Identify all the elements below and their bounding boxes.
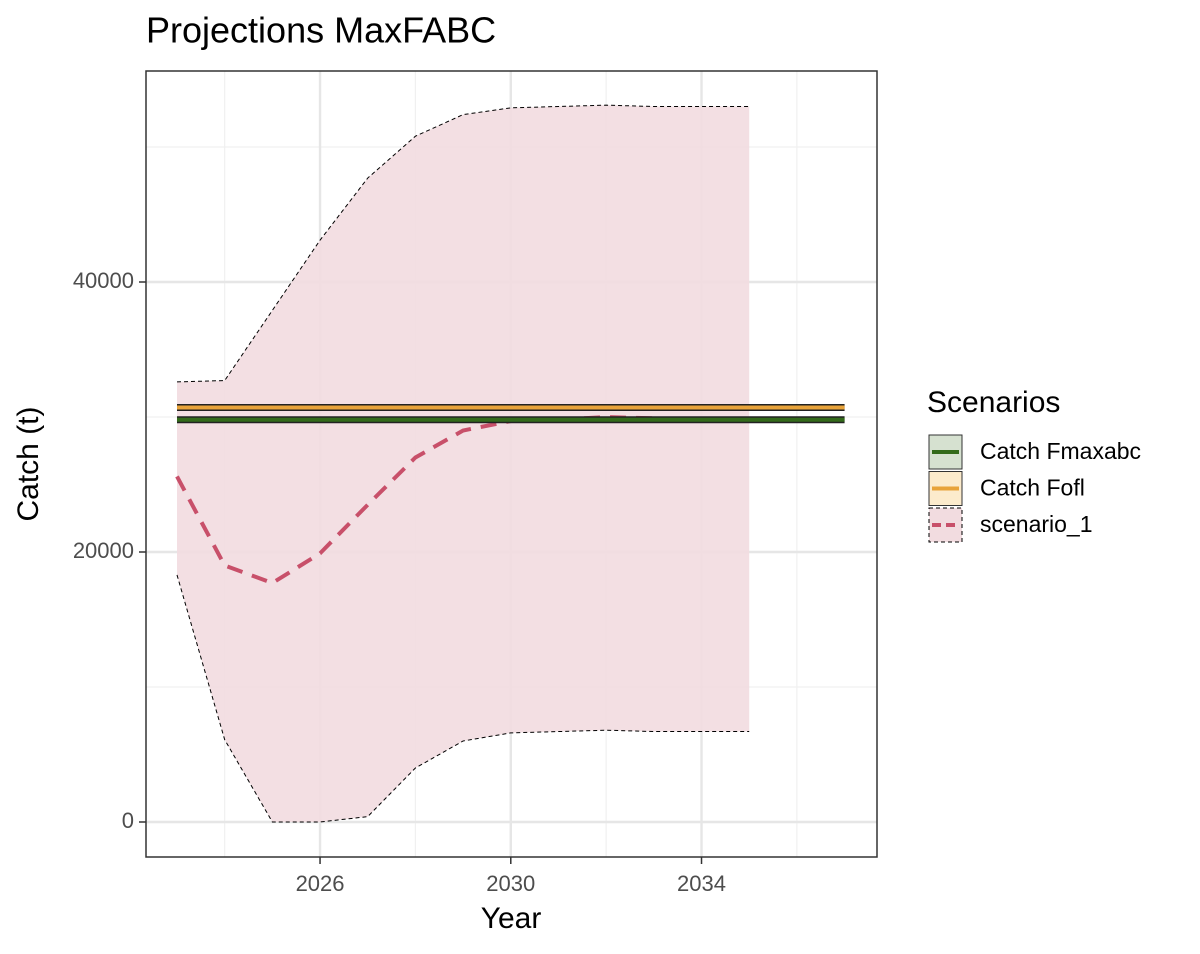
x-tick-label: 2030 bbox=[486, 871, 535, 896]
panel-border bbox=[145, 70, 878, 858]
legend-label: Catch Fofl bbox=[980, 475, 1085, 501]
x-tick-label: 2034 bbox=[677, 871, 726, 896]
legend-label: Catch Fmaxabc bbox=[980, 438, 1141, 464]
legend-label: scenario_1 bbox=[980, 511, 1093, 537]
band-lower-edge bbox=[176, 574, 750, 823]
plot-area bbox=[146, 71, 877, 857]
x-axis-title: Year bbox=[481, 902, 542, 935]
band-upper-edge bbox=[176, 104, 750, 383]
chart-title: Projections MaxFABC bbox=[146, 10, 496, 51]
line bbox=[175, 414, 750, 586]
y-tick-label: 40000 bbox=[73, 268, 134, 293]
confidence-band bbox=[176, 105, 750, 822]
x-tick-label: 2026 bbox=[296, 871, 345, 896]
y-tick-label: 20000 bbox=[73, 538, 134, 563]
y-tick-label: 0 bbox=[122, 808, 134, 833]
y-axis-title: Catch (t) bbox=[12, 406, 45, 521]
legend-title: Scenarios bbox=[927, 386, 1060, 419]
